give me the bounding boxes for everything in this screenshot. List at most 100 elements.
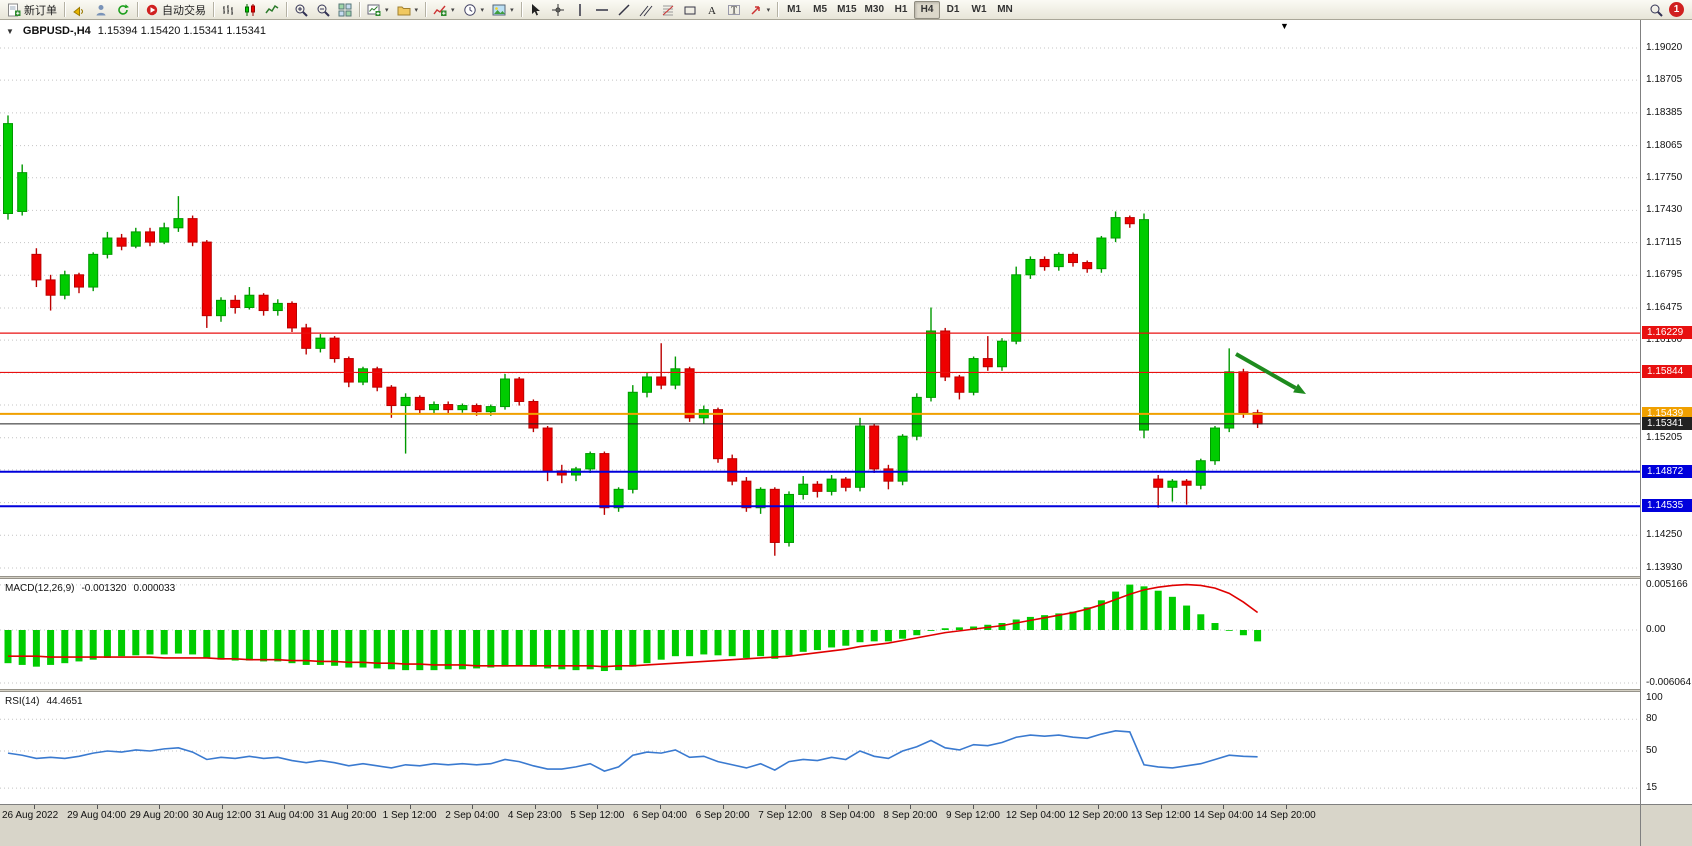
macd-histogram-bar — [899, 630, 907, 639]
chart-collapse-icon[interactable]: ▼ — [6, 26, 14, 36]
macd-histogram-bar — [629, 630, 637, 667]
time-axis-label: 6 Sep 04:00 — [633, 810, 687, 821]
candle-body — [897, 435, 908, 482]
macd-histogram-bar — [700, 630, 708, 655]
arrows-button[interactable]: ▾ — [745, 1, 775, 19]
periods-button[interactable]: ▾ — [459, 1, 489, 19]
timeframe-button-d1[interactable]: D1 — [940, 1, 966, 19]
candle-body — [798, 483, 809, 495]
time-axis-label: 14 Sep 04:00 — [1193, 810, 1254, 821]
chart-bars-button[interactable] — [217, 1, 239, 19]
price-level-badge[interactable]: 1.16229 — [1642, 326, 1692, 340]
new-order-button[interactable]: 新订单 — [3, 1, 61, 19]
macd-histogram-bar — [359, 630, 367, 668]
macd-histogram-bar — [1197, 614, 1205, 630]
timeframe-button-mn[interactable]: MN — [992, 1, 1018, 19]
macd-histogram-bar — [1168, 596, 1176, 630]
price-level-badge[interactable]: 1.14872 — [1642, 464, 1692, 478]
time-axis-tick — [1286, 805, 1287, 809]
candle-body — [727, 458, 738, 482]
price-scale[interactable]: 1.19020 1.18705 1.18385 1.18065 1.17750 1.174… — [1640, 20, 1692, 804]
new-chart-button[interactable]: ▾ — [363, 1, 393, 19]
fibonacci-button[interactable] — [657, 1, 679, 19]
toolbar-separator — [777, 2, 779, 17]
rsi-scale-label: 50 — [1646, 745, 1658, 756]
time-axis-label: 12 Sep 20:00 — [1068, 810, 1128, 821]
candle-body — [684, 368, 695, 419]
pane-separator[interactable] — [0, 576, 1640, 579]
zoom-out-button[interactable] — [312, 1, 334, 19]
macd-histogram-bar — [1026, 616, 1034, 630]
price-level-badge[interactable]: 1.15439 — [1642, 406, 1692, 420]
macd-histogram-bar — [1126, 584, 1134, 630]
profiles-button[interactable]: ▾ — [393, 1, 423, 19]
rsi-line — [7, 730, 1258, 772]
text-button[interactable]: A — [701, 1, 723, 19]
candle-body — [1139, 219, 1149, 431]
macd-histogram-bar — [600, 630, 608, 672]
macd-histogram-bar — [4, 630, 12, 664]
community-button[interactable] — [90, 1, 112, 19]
price-chart-canvas[interactable] — [0, 20, 1640, 576]
timeframe-button-m1[interactable]: M1 — [781, 1, 807, 19]
candle-body — [926, 330, 936, 398]
timeframe-button-m15[interactable]: M15 — [833, 1, 860, 19]
search-button[interactable] — [1645, 1, 1667, 19]
zoom-in-button[interactable] — [290, 1, 312, 19]
chart-candles-button[interactable] — [239, 1, 261, 19]
timeframe-button-m30[interactable]: M30 — [861, 1, 888, 19]
time-axis-tick — [284, 805, 286, 809]
time-axis-label: 9 Sep 12:00 — [946, 810, 1000, 821]
vertical-line-button[interactable] — [569, 1, 591, 19]
templates-button[interactable]: ▾ — [488, 1, 518, 19]
macd-histogram-bar — [1183, 605, 1191, 630]
candle-body — [514, 378, 525, 402]
chart-line-button[interactable] — [261, 1, 283, 19]
tile-windows-button[interactable] — [334, 1, 356, 19]
crosshair-button[interactable] — [547, 1, 569, 19]
time-axis-tick — [785, 805, 787, 809]
candle-body — [116, 237, 127, 247]
candle-body — [982, 358, 993, 368]
horizontal-line-button[interactable] — [591, 1, 613, 19]
indicators-button[interactable]: ▾ — [429, 1, 459, 19]
notification-badge[interactable]: 1 — [1669, 2, 1684, 17]
timeframe-button-h4[interactable]: H4 — [914, 0, 940, 19]
candle-body — [642, 376, 652, 393]
macd-histogram-bar — [771, 630, 779, 659]
pane-separator[interactable] — [0, 689, 1640, 692]
cursor-button[interactable] — [525, 1, 547, 19]
macd-histogram-bar — [189, 630, 197, 655]
macd-signal-line — [8, 583, 1259, 668]
price-level-badge[interactable]: 1.15341 — [1642, 416, 1692, 430]
price-level-badge[interactable]: 1.14535 — [1642, 499, 1692, 513]
macd-histogram-bar — [1239, 630, 1247, 636]
candle-body — [45, 279, 56, 296]
autotrading-button[interactable]: 自动交易 — [141, 1, 210, 19]
rsi-pane-canvas[interactable] — [0, 692, 1640, 804]
folder-icon — [397, 6, 411, 15]
macd-histogram-bar — [387, 630, 395, 670]
autotrading-icon — [146, 4, 158, 15]
macd-pane-canvas[interactable] — [0, 579, 1640, 689]
candle-body — [258, 294, 269, 312]
timeframe-button-w1[interactable]: W1 — [966, 1, 992, 19]
candle-body — [855, 425, 865, 488]
text-label-button[interactable]: T — [723, 1, 745, 19]
chart-ohlc-values: 1.15394 1.15420 1.15341 1.15341 — [97, 25, 266, 37]
time-axis-label: 12 Sep 04:00 — [1005, 810, 1066, 821]
chart-title-row: ▼ GBPUSD-,H4 1.15394 1.15420 1.15341 1.1… — [6, 25, 266, 37]
bar-chart-icon — [223, 4, 233, 15]
timeframe-button-m5[interactable]: M5 — [807, 1, 833, 19]
candle-body — [599, 453, 610, 509]
channel-button[interactable] — [635, 1, 657, 19]
macd-histogram-bar — [473, 630, 481, 669]
alerts-button[interactable] — [68, 1, 90, 19]
timeframe-button-h1[interactable]: H1 — [888, 1, 914, 19]
shapes-button[interactable] — [679, 1, 701, 19]
time-axis[interactable]: 26 Aug 2022 29 Aug 04:00 29 Aug 20:00 30 Au… — [0, 804, 1640, 846]
trendline-button[interactable] — [613, 1, 635, 19]
price-level-badge[interactable]: 1.15844 — [1642, 365, 1692, 379]
time-axis-tick — [1035, 805, 1037, 809]
refresh-button[interactable] — [112, 1, 134, 19]
